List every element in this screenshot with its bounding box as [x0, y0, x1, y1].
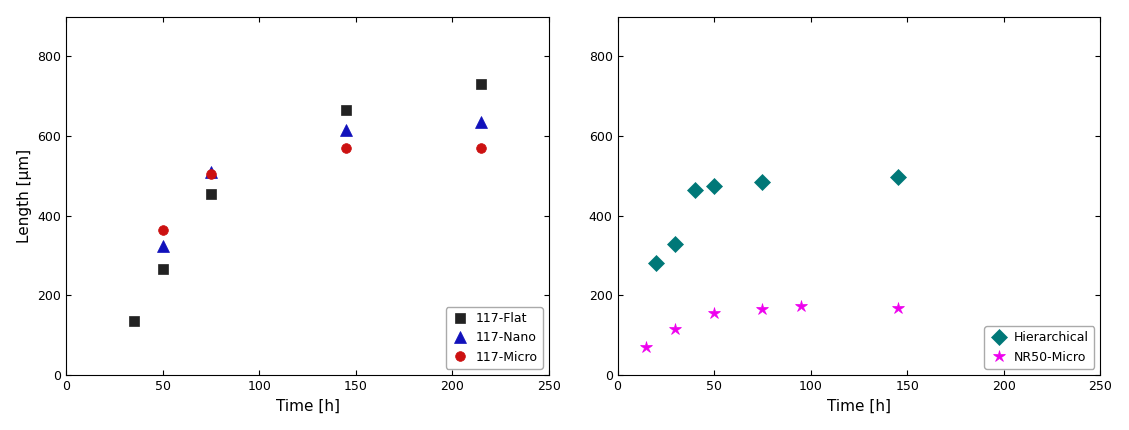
- NR50-Micro: [891, 305, 904, 310]
- Hierarchical: [708, 183, 721, 188]
- NR50-Micro: [640, 344, 654, 350]
- X-axis label: Time [h]: Time [h]: [826, 398, 891, 413]
- 117-Nano: [204, 169, 218, 175]
- 117-Flat: [204, 191, 218, 197]
- 117-Micro: [204, 171, 218, 176]
- 117-Flat: [126, 319, 140, 324]
- Line: Hierarchical: Hierarchical: [650, 172, 903, 269]
- 117-Micro: [340, 145, 353, 150]
- Legend: Hierarchical, NR50-Micro: Hierarchical, NR50-Micro: [984, 326, 1094, 369]
- Line: NR50-Micro: NR50-Micro: [640, 300, 904, 353]
- Hierarchical: [755, 179, 769, 184]
- 117-Micro: [156, 227, 169, 232]
- Legend: 117-Flat, 117-Nano, 117-Micro: 117-Flat, 117-Nano, 117-Micro: [446, 307, 543, 369]
- 117-Flat: [340, 108, 353, 113]
- 117-Micro: [474, 145, 488, 150]
- Hierarchical: [668, 241, 682, 246]
- Hierarchical: [891, 175, 904, 180]
- Hierarchical: [688, 187, 701, 192]
- Line: 117-Flat: 117-Flat: [129, 80, 487, 326]
- Y-axis label: Length [µm]: Length [µm]: [17, 149, 32, 243]
- Line: 117-Nano: 117-Nano: [157, 117, 487, 251]
- 117-Nano: [156, 243, 169, 248]
- NR50-Micro: [755, 307, 769, 312]
- 117-Nano: [340, 128, 353, 133]
- Hierarchical: [649, 261, 663, 266]
- Line: 117-Micro: 117-Micro: [158, 143, 487, 234]
- 117-Flat: [474, 82, 488, 87]
- X-axis label: Time [h]: Time [h]: [275, 398, 340, 413]
- NR50-Micro: [708, 310, 721, 316]
- NR50-Micro: [794, 304, 807, 309]
- NR50-Micro: [668, 326, 682, 332]
- 117-Nano: [474, 120, 488, 125]
- 117-Flat: [156, 267, 169, 272]
